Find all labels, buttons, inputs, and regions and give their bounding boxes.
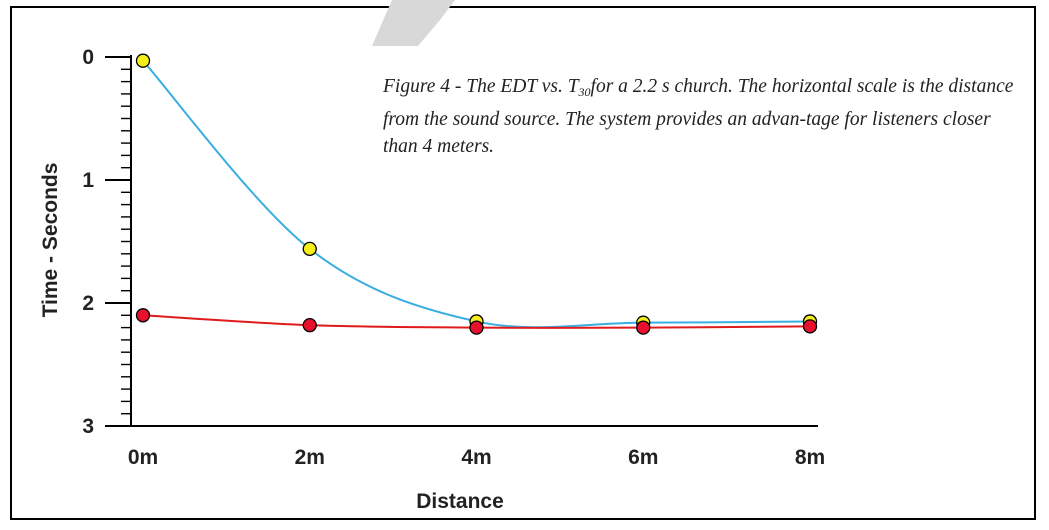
series-2: [135, 308, 818, 335]
x-axis-label: Distance: [416, 490, 504, 513]
caption-part-2: for a 2.2 s church. The horizontal scale…: [383, 76, 1014, 157]
labels: 0 1 2 3 0m 2m 4m 6m 8m Distance Time - Seconds: [39, 46, 825, 513]
data-point: [302, 317, 317, 333]
data-point: [135, 308, 151, 323]
data-point: [135, 53, 151, 68]
figure-frame: [10, 6, 1036, 520]
figure-caption: Figure 4 - The EDT vs. T30for a 2.2 s ch…: [383, 73, 1023, 160]
data-point: [802, 319, 818, 334]
x-tick-label: 2m: [295, 446, 325, 469]
data-point: [469, 320, 484, 335]
data-point: [636, 320, 651, 335]
y-tick-label: 0: [82, 46, 94, 69]
y-tick-label: 2: [82, 292, 94, 315]
x-tick-label: 0m: [128, 446, 158, 469]
series-layer: [135, 53, 818, 335]
watermark: [372, 0, 455, 46]
x-tick-label: 6m: [628, 446, 658, 469]
y-axis-label: Time - Seconds: [39, 163, 62, 318]
series-1: [135, 53, 818, 330]
axes: [105, 55, 818, 427]
x-tick-label: 8m: [795, 446, 825, 469]
x-tick-label: 4m: [461, 446, 491, 469]
data-point: [302, 241, 317, 257]
caption-part-1: Figure 4 - The EDT vs. T: [383, 76, 579, 97]
caption-subscript: 30: [578, 85, 591, 99]
y-tick-label: 3: [82, 415, 94, 438]
y-tick-label: 1: [82, 169, 94, 192]
